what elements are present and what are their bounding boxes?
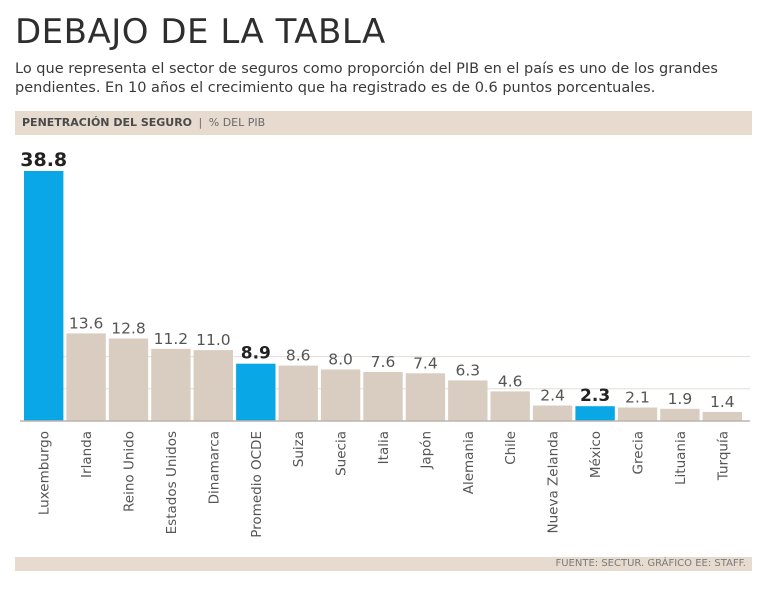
value-label: 2.3 [580, 386, 610, 406]
category-label: Lituania [673, 431, 689, 485]
category-label: Grecia [631, 431, 647, 474]
value-label: 11.0 [196, 331, 231, 349]
bar-16 [660, 408, 700, 421]
category-label: Suiza [291, 431, 307, 467]
value-label: 8.6 [286, 347, 311, 365]
value-label: 6.3 [455, 361, 480, 379]
category-label: Irlanda [79, 431, 95, 478]
value-label: 11.2 [154, 330, 189, 348]
value-label: 13.6 [69, 314, 104, 332]
bar-13 [532, 405, 573, 421]
value-label: 2.4 [540, 387, 565, 405]
category-label: Nueva Zelanda [546, 431, 562, 534]
bar-2 [66, 333, 106, 421]
section-unit: % DEL PIB [208, 116, 266, 129]
category-label: Japón [418, 431, 434, 470]
bar-4 [151, 348, 191, 421]
section-title: PENETRACIÓN DEL SEGURO [22, 116, 193, 129]
category-label: Dinamarca [206, 431, 222, 504]
section-separator: | [198, 116, 203, 129]
value-label: 4.6 [498, 372, 523, 390]
bar-12 [490, 391, 530, 421]
value-label: 7.6 [371, 353, 396, 371]
category-label: Italia [376, 431, 392, 464]
value-label: 2.1 [625, 389, 650, 407]
value-label: 7.4 [413, 354, 438, 372]
footer-bar: FUENTE: SECTUR. GRÁFICO EE: STAFF. [15, 557, 752, 571]
category-label: Chile [503, 431, 519, 465]
bar-11 [448, 380, 488, 421]
page-title: DEBAJO DE LA TABLA [15, 12, 386, 52]
bar-14 [575, 406, 615, 421]
section-header: PENETRACIÓN DEL SEGURO | % DEL PIB [15, 111, 752, 135]
category-label: Alemania [461, 431, 477, 494]
category-label: Turquía [715, 431, 731, 481]
category-label: México [588, 431, 604, 478]
value-label: 38.8 [20, 149, 67, 171]
source-credit: FUENTE: SECTUR. GRÁFICO EE: STAFF. [555, 558, 746, 569]
subtitle: Lo que representa el sector de seguros c… [15, 60, 755, 98]
bar-7 [278, 365, 318, 421]
bar-5 [193, 350, 233, 421]
category-label: Reino Unido [122, 431, 138, 512]
value-label: 1.4 [710, 393, 735, 411]
bar-8 [320, 369, 361, 421]
value-label: 12.8 [111, 320, 146, 338]
bar-15 [617, 407, 658, 421]
bar-6 [236, 363, 276, 421]
value-label: 8.0 [328, 351, 353, 369]
bar-1 [24, 171, 64, 421]
category-label: Promedio OCDE [249, 431, 265, 538]
subtitle-line-1: Lo que representa el sector de seguros c… [15, 61, 718, 77]
category-label: Suecia [334, 431, 350, 476]
bar-17 [702, 412, 742, 421]
bar-3 [108, 338, 149, 421]
value-label: 8.9 [241, 344, 271, 364]
category-label: Estados Unidos [164, 431, 180, 534]
bar-10 [405, 373, 446, 421]
value-label: 1.9 [668, 390, 693, 408]
subtitle-line-2: pendientes. En 10 años el crecimiento qu… [15, 80, 656, 96]
bar-9 [363, 372, 403, 421]
category-label: Luxemburgo [37, 431, 53, 515]
